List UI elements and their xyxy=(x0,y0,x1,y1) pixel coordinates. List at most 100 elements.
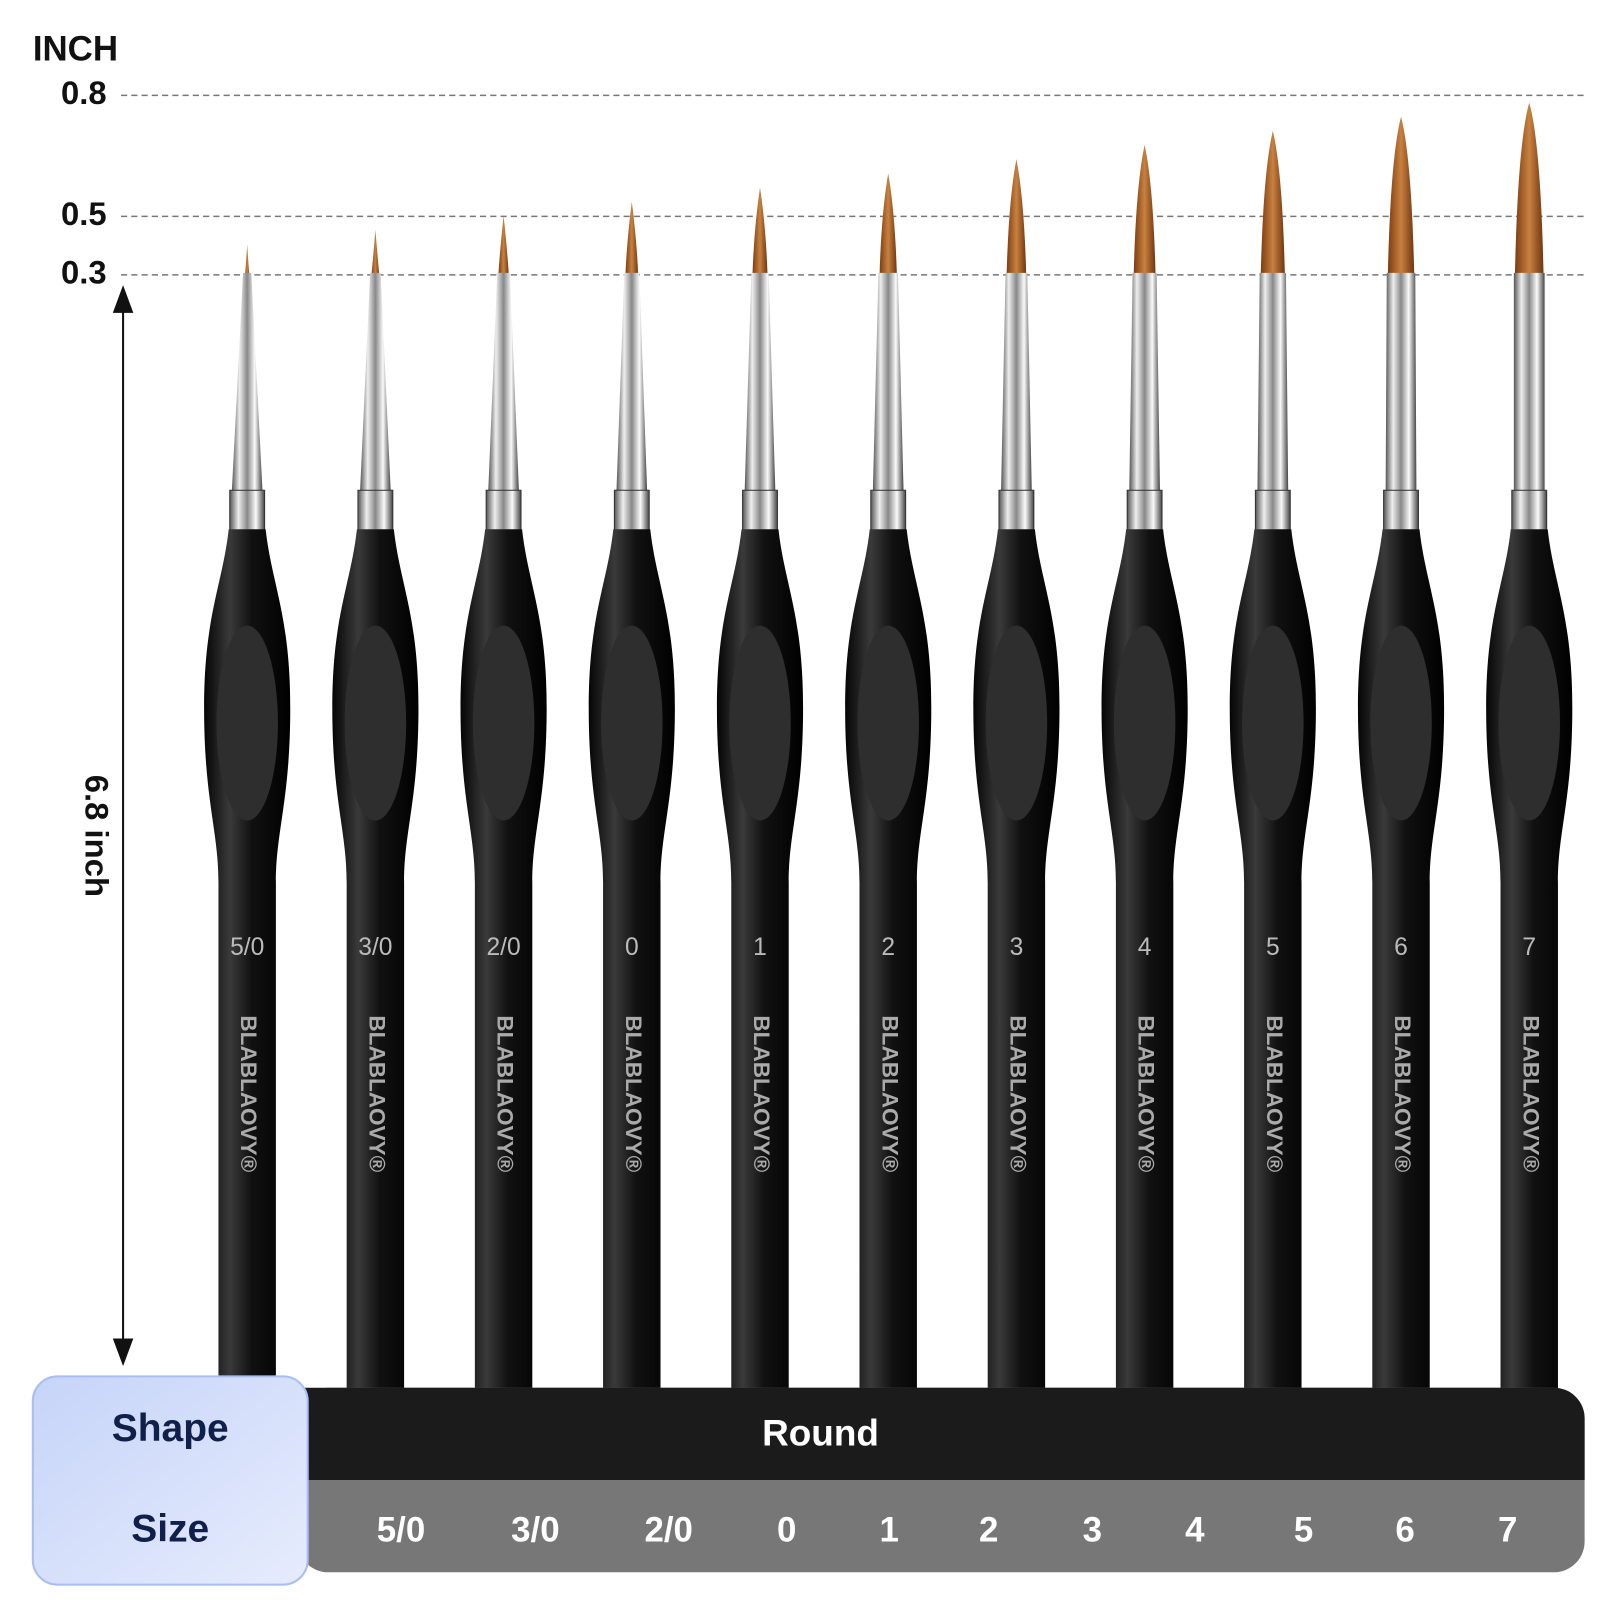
ferrule xyxy=(1257,272,1289,493)
brush-tip xyxy=(625,201,639,277)
brush-brand: BLABLAOVY® xyxy=(1262,1015,1287,1172)
brush-number: 1 xyxy=(753,934,767,961)
brush-number: 2/0 xyxy=(486,934,520,961)
brush-number: 5 xyxy=(1266,934,1280,961)
crimp xyxy=(742,489,778,532)
brush-number: 3 xyxy=(1010,934,1024,961)
brush-brand: BLABLAOVY® xyxy=(1390,1015,1415,1172)
size-value: 4 xyxy=(1185,1511,1205,1550)
ferrule xyxy=(616,272,648,493)
size-value: 7 xyxy=(1498,1511,1517,1550)
grip xyxy=(1242,625,1304,821)
grip xyxy=(1498,625,1560,821)
brush-tip xyxy=(752,187,768,277)
crimp xyxy=(613,489,650,532)
brush: 1 BLABLAOVY® xyxy=(716,187,804,1395)
ferrule xyxy=(1513,272,1545,493)
brush-number: 3/0 xyxy=(358,934,392,961)
length-label: 6.8 inch xyxy=(79,775,116,897)
brush: 7 BLABLAOVY® xyxy=(1486,102,1573,1395)
scale-tick-label: 0.5 xyxy=(61,195,107,232)
crimp xyxy=(1511,489,1548,532)
brush-brand: BLABLAOVY® xyxy=(621,1015,646,1172)
crimp xyxy=(1254,489,1291,532)
shape-value: Round xyxy=(762,1413,879,1454)
brush-number: 0 xyxy=(625,934,639,961)
label-panel xyxy=(31,1375,309,1586)
ferrule xyxy=(488,272,519,493)
grip xyxy=(729,625,791,821)
sizes: 5/0 3/0 2/0 0 1 2 3 4 5 6 7 xyxy=(377,1511,1518,1550)
shape-row xyxy=(297,1387,1585,1480)
ferrule xyxy=(1001,272,1032,493)
crimp xyxy=(870,489,907,532)
brush-brand: BLABLAOVY® xyxy=(493,1015,518,1172)
size-value: 2 xyxy=(979,1511,998,1550)
size-value: 6 xyxy=(1395,1511,1414,1550)
scale-tick-label: 0.3 xyxy=(61,254,107,291)
brush-number: 6 xyxy=(1394,934,1408,961)
shape-label: Shape xyxy=(112,1407,229,1450)
size-value: 2/0 xyxy=(644,1511,692,1550)
brush-brand: BLABLAOVY® xyxy=(749,1015,774,1172)
ferrule xyxy=(360,272,391,493)
ferrule xyxy=(744,272,776,493)
brush-tip xyxy=(371,229,380,277)
crimp xyxy=(229,489,266,532)
brush: 2/0 BLABLAOVY® xyxy=(460,215,547,1395)
brush: 0 BLABLAOVY® xyxy=(588,201,675,1395)
brush: 3 BLABLAOVY® xyxy=(973,159,1060,1395)
brush: 2 BLABLAOVY® xyxy=(845,173,932,1395)
brush-number: 4 xyxy=(1138,934,1152,961)
scale: 0.8 0.5 0.3 xyxy=(61,74,1585,291)
grip xyxy=(857,625,919,821)
size-value: 5/0 xyxy=(377,1511,425,1550)
ferrule xyxy=(231,272,263,493)
size-value: 1 xyxy=(880,1511,899,1550)
brush-brand: BLABLAOVY® xyxy=(877,1015,902,1172)
brush: 6 BLABLAOVY® xyxy=(1357,116,1445,1395)
ferrule xyxy=(872,272,904,493)
size-value: 3/0 xyxy=(511,1511,559,1550)
grip xyxy=(985,625,1048,821)
brush-tip xyxy=(1387,116,1415,277)
brush-tip xyxy=(1260,130,1285,277)
brush: 3/0 BLABLAOVY® xyxy=(332,229,419,1395)
ferrule xyxy=(1385,272,1417,493)
grip xyxy=(601,625,663,821)
size-value: 3 xyxy=(1083,1511,1102,1550)
crimp xyxy=(485,489,522,532)
size-label: Size xyxy=(131,1508,209,1551)
brush-number: 5/0 xyxy=(230,934,264,961)
brushes: 5/0BLABLAOVY®3/0BLABLAOVY®2/0BLABLAOVY®0… xyxy=(204,102,1573,1395)
brush: 4 BLABLAOVY® xyxy=(1101,145,1188,1395)
brush-tip xyxy=(498,215,509,277)
brush-brand: BLABLAOVY® xyxy=(236,1015,261,1172)
brush-brand: BLABLAOVY® xyxy=(1134,1015,1159,1172)
brush-brand: BLABLAOVY® xyxy=(1518,1015,1543,1172)
unit-label: INCH xyxy=(33,30,118,69)
size-value: 5 xyxy=(1294,1511,1313,1550)
brush-brand: BLABLAOVY® xyxy=(1005,1015,1030,1172)
brush-number: 7 xyxy=(1522,934,1536,961)
brush-brand: BLABLAOVY® xyxy=(364,1015,389,1172)
brush: 5/0 BLABLAOVY® xyxy=(204,244,291,1395)
grip xyxy=(1370,625,1432,821)
crimp xyxy=(1126,489,1163,532)
ferrule xyxy=(1129,272,1160,493)
scale-tick-label: 0.8 xyxy=(61,74,107,111)
brush-tip xyxy=(879,173,897,277)
grip xyxy=(1113,625,1176,821)
brush-tip xyxy=(1133,145,1156,277)
grip xyxy=(344,625,407,821)
crimp xyxy=(998,489,1035,532)
brush-number: 2 xyxy=(881,934,895,961)
crimp xyxy=(1383,489,1419,532)
brush-tip xyxy=(244,244,251,279)
brush-tip xyxy=(1514,102,1544,277)
brush: 5 BLABLAOVY® xyxy=(1229,130,1316,1395)
size-value: 0 xyxy=(777,1511,796,1550)
grip xyxy=(472,625,535,821)
grip xyxy=(216,625,278,821)
